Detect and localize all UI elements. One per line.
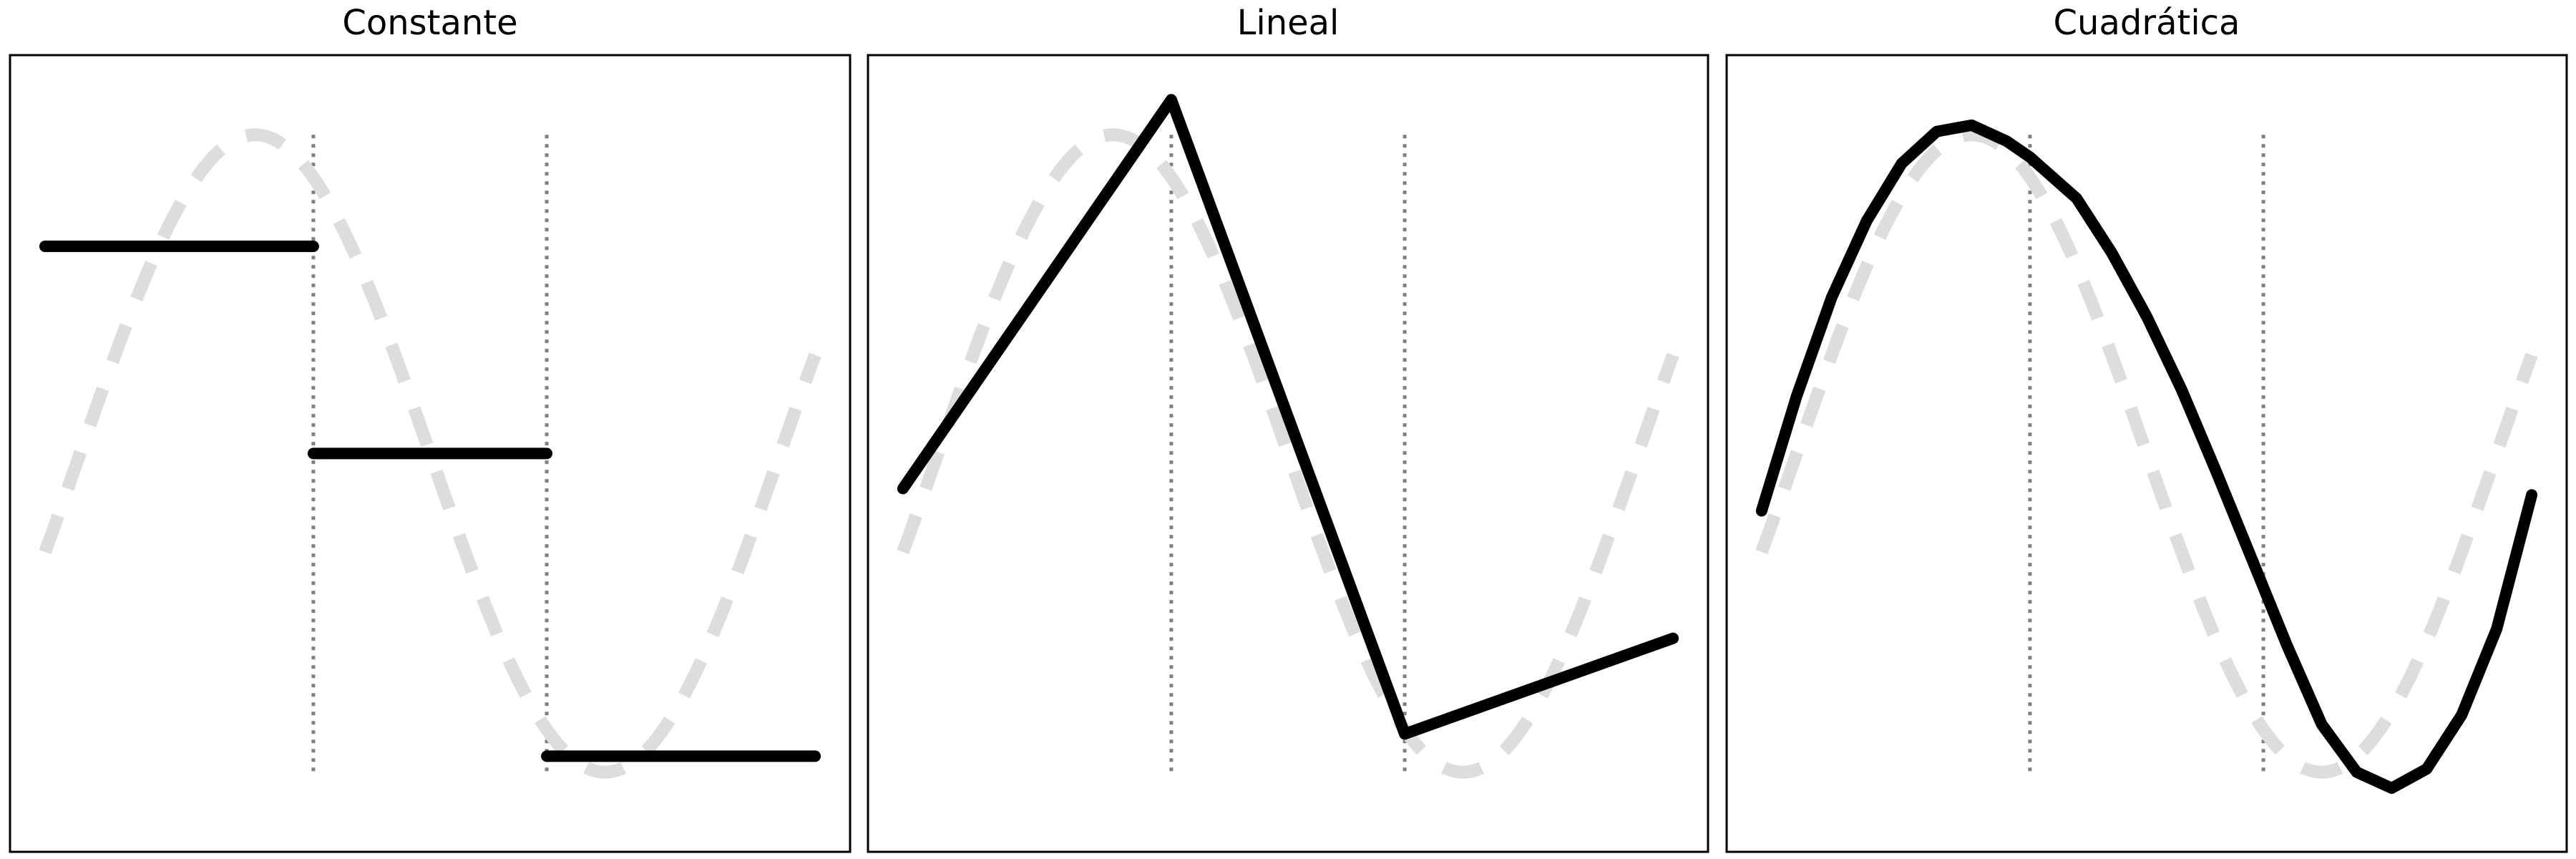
chart-title: Constante [342, 3, 517, 43]
approximation-segment-1 [897, 94, 1679, 740]
chart-title: Lineal [1237, 3, 1340, 43]
reference-sine-curve [897, 128, 1679, 779]
chart-title: Cuadrática [2054, 3, 2240, 43]
plot-frame [867, 54, 1709, 853]
plot-frame [1725, 54, 2568, 853]
reference-sine-curve [39, 128, 821, 779]
plot-frame [9, 54, 852, 853]
reference-sine-curve [1755, 128, 2538, 779]
approximation-segment-1 [1755, 119, 2538, 794]
